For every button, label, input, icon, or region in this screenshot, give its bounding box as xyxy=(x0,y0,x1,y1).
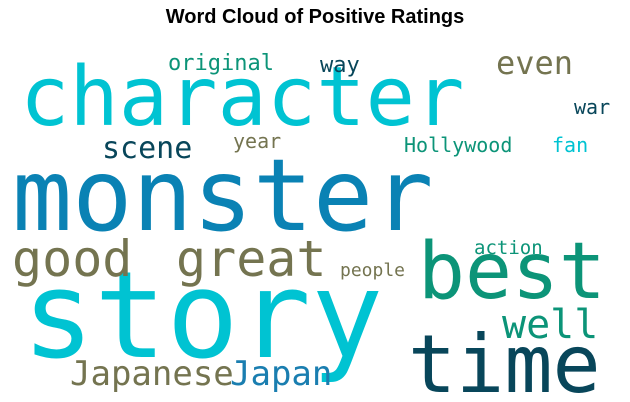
word-best: best xyxy=(418,227,606,317)
word-war: war xyxy=(574,95,610,119)
chart-title: Word Cloud of Positive Ratings xyxy=(165,6,465,28)
word-people: people xyxy=(340,260,405,281)
word-good: good xyxy=(12,230,132,288)
word-great: great xyxy=(176,230,327,288)
word-time: time xyxy=(408,318,601,402)
word-even: even xyxy=(496,44,573,82)
word-well: well xyxy=(502,302,598,348)
word-japan: Japan xyxy=(230,354,332,394)
word-fan: fan xyxy=(552,133,588,157)
word-character: character xyxy=(20,50,464,145)
word-original: original xyxy=(168,51,274,76)
word-scene: scene xyxy=(102,131,192,166)
word-monster: monster xyxy=(12,137,433,254)
word-story: story xyxy=(22,247,383,386)
word-year: year xyxy=(233,129,281,153)
word-japanese: Japanese xyxy=(70,354,234,394)
word-action: action xyxy=(474,237,543,259)
word-hollywood: Hollywood xyxy=(404,133,512,157)
word-way: way xyxy=(320,53,360,78)
